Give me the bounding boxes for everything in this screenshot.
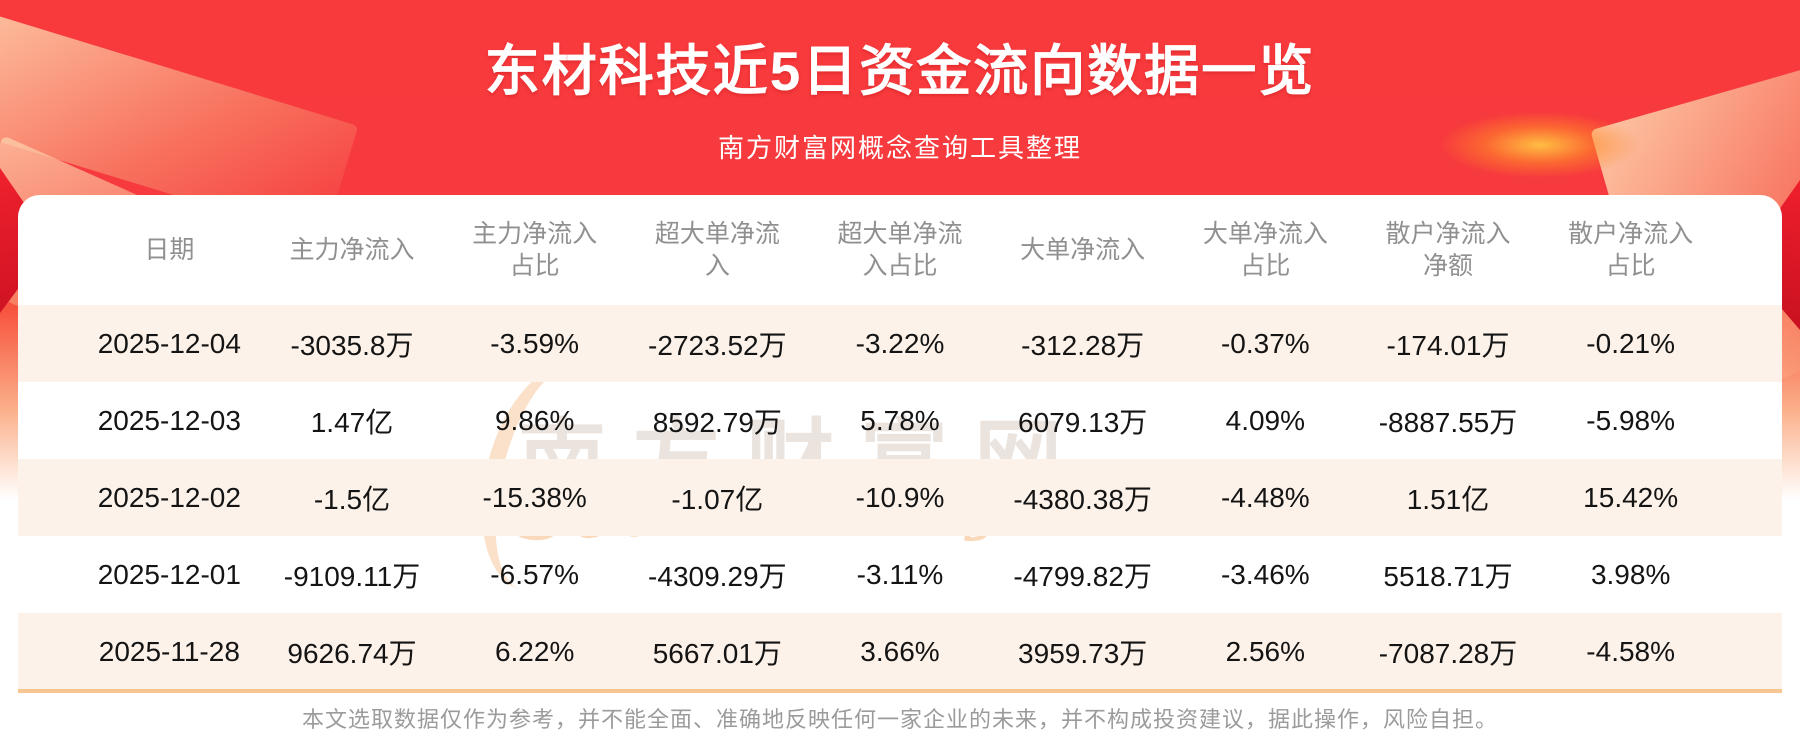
table-cell: -1.5亿 [313, 483, 391, 515]
column-header: 日期 [144, 235, 195, 264]
table-cell: -6.57% [490, 558, 580, 590]
table-cell: 5.78% [860, 404, 940, 436]
table-cell: 1.51亿 [1406, 483, 1490, 515]
table-cell: 2025-12-02 [97, 481, 241, 513]
table-cell: 9626.74万 [287, 637, 417, 669]
fund-flow-table-card: 南方财富网 Southmoney.com 日期主力净流入主力净流入占比超大单净流… [18, 195, 1782, 693]
table-cell: -4380.38万 [1013, 483, 1152, 515]
column-header: 超大单净流入占比 [837, 219, 963, 281]
table-cell: 5667.01万 [652, 637, 782, 669]
column-header: 散户净流入净额 [1385, 219, 1511, 281]
table-cell: 6079.13万 [1018, 406, 1148, 438]
table-cell: 6.22% [494, 635, 575, 667]
table-cell: -1.07亿 [671, 483, 764, 515]
column-header: 大单净流入占比 [1202, 219, 1328, 281]
table-cell: -3.11% [856, 558, 944, 590]
table-header-row: 日期 主力净流入 主力净流入占比 超大单净流入 超大单净流入占比 大单净流入 大单净流入占比… [18, 195, 1782, 305]
table-cell: -4.58% [1586, 635, 1676, 667]
table-cell: -15.38% [482, 481, 587, 513]
table-cell: -4309.29万 [648, 560, 787, 592]
disclaimer-text: 本文选取数据仅作为参考，并不能全面、准确地反映任何一家企业的未来，并不构成投资建… [301, 707, 1498, 732]
table-cell: 3959.73万 [1018, 637, 1148, 669]
table-cell: 2025-12-01 [97, 558, 241, 590]
table-cell: -10.9% [855, 481, 945, 513]
table-row: 2025-12-04 -3035.8万 -3.59% -2723.52万 -3.22% -… [18, 305, 1782, 382]
table-cell: -9109.11万 [283, 560, 421, 592]
table-cell: -4799.82万 [1013, 560, 1152, 592]
table-cell: -5.98% [1586, 404, 1676, 436]
table-cell: 2.56% [1225, 635, 1306, 667]
table-cell: 5518.71万 [1383, 560, 1513, 592]
table-cell: 1.47亿 [310, 406, 394, 438]
table-cell: -4.48% [1220, 481, 1310, 513]
table-cell: -3.46% [1220, 558, 1310, 590]
table-cell: 15.42% [1583, 481, 1679, 513]
column-header: 超大单净流入 [654, 219, 780, 281]
table-cell: 8592.79万 [652, 406, 782, 438]
table-cell: -0.37% [1220, 327, 1310, 359]
table-cell: -8887.55万 [1378, 406, 1518, 438]
column-header: 大单净流入 [1020, 235, 1146, 264]
table-cell: -3035.8万 [290, 329, 414, 361]
footer-bar: 本文选取数据仅作为参考，并不能全面、准确地反映任何一家企业的未来，并不构成投资建… [0, 693, 1800, 743]
column-header: 主力净流入占比 [472, 219, 598, 281]
table-row: 2025-11-28 9626.74万 6.22% 5667.01万 3.66% 3959… [18, 613, 1782, 689]
table-cell: -3.59% [490, 327, 580, 359]
column-header: 散户净流入占比 [1568, 219, 1694, 281]
table-row: 2025-12-03 1.47亿 9.86% 8592.79万 5.78% 6079.13… [18, 382, 1782, 459]
table-cell: 3.98% [1590, 558, 1671, 590]
table-cell: 9.86% [494, 404, 575, 436]
table-cell: 2025-11-28 [98, 635, 240, 667]
table-cell: -174.01万 [1386, 329, 1510, 361]
page-title: 东材科技近5日资金流向数据一览 [484, 40, 1316, 102]
page-subtitle: 南方财富网概念查询工具整理 [717, 133, 1082, 163]
table-cell: -2723.52万 [648, 329, 787, 361]
table-cell: -3.22% [855, 327, 945, 359]
table-cell: 2025-12-04 [97, 327, 241, 359]
column-header: 主力净流入 [289, 235, 415, 264]
table-row: 2025-12-02 -1.5亿 -15.38% -1.07亿 -10.9% -4380.… [18, 459, 1782, 536]
table-cell: -7087.28万 [1378, 637, 1518, 669]
table-cell: -312.28万 [1021, 329, 1145, 361]
table-cell: 4.09% [1225, 404, 1306, 436]
table-cell: -0.21% [1586, 327, 1676, 359]
fund-flow-table: 日期 主力净流入 主力净流入占比 超大单净流入 超大单净流入占比 大单净流入 大单净流入占比… [18, 195, 1782, 689]
table-cell: 3.66% [860, 635, 940, 667]
table-cell: 2025-12-03 [97, 404, 241, 436]
table-row: 2025-12-01 -9109.11万 -6.57% -4309.29万 -3.11%… [18, 536, 1782, 613]
hero-header: 东材科技近5日资金流向数据一览 南方财富网概念查询工具整理 [0, 0, 1800, 165]
